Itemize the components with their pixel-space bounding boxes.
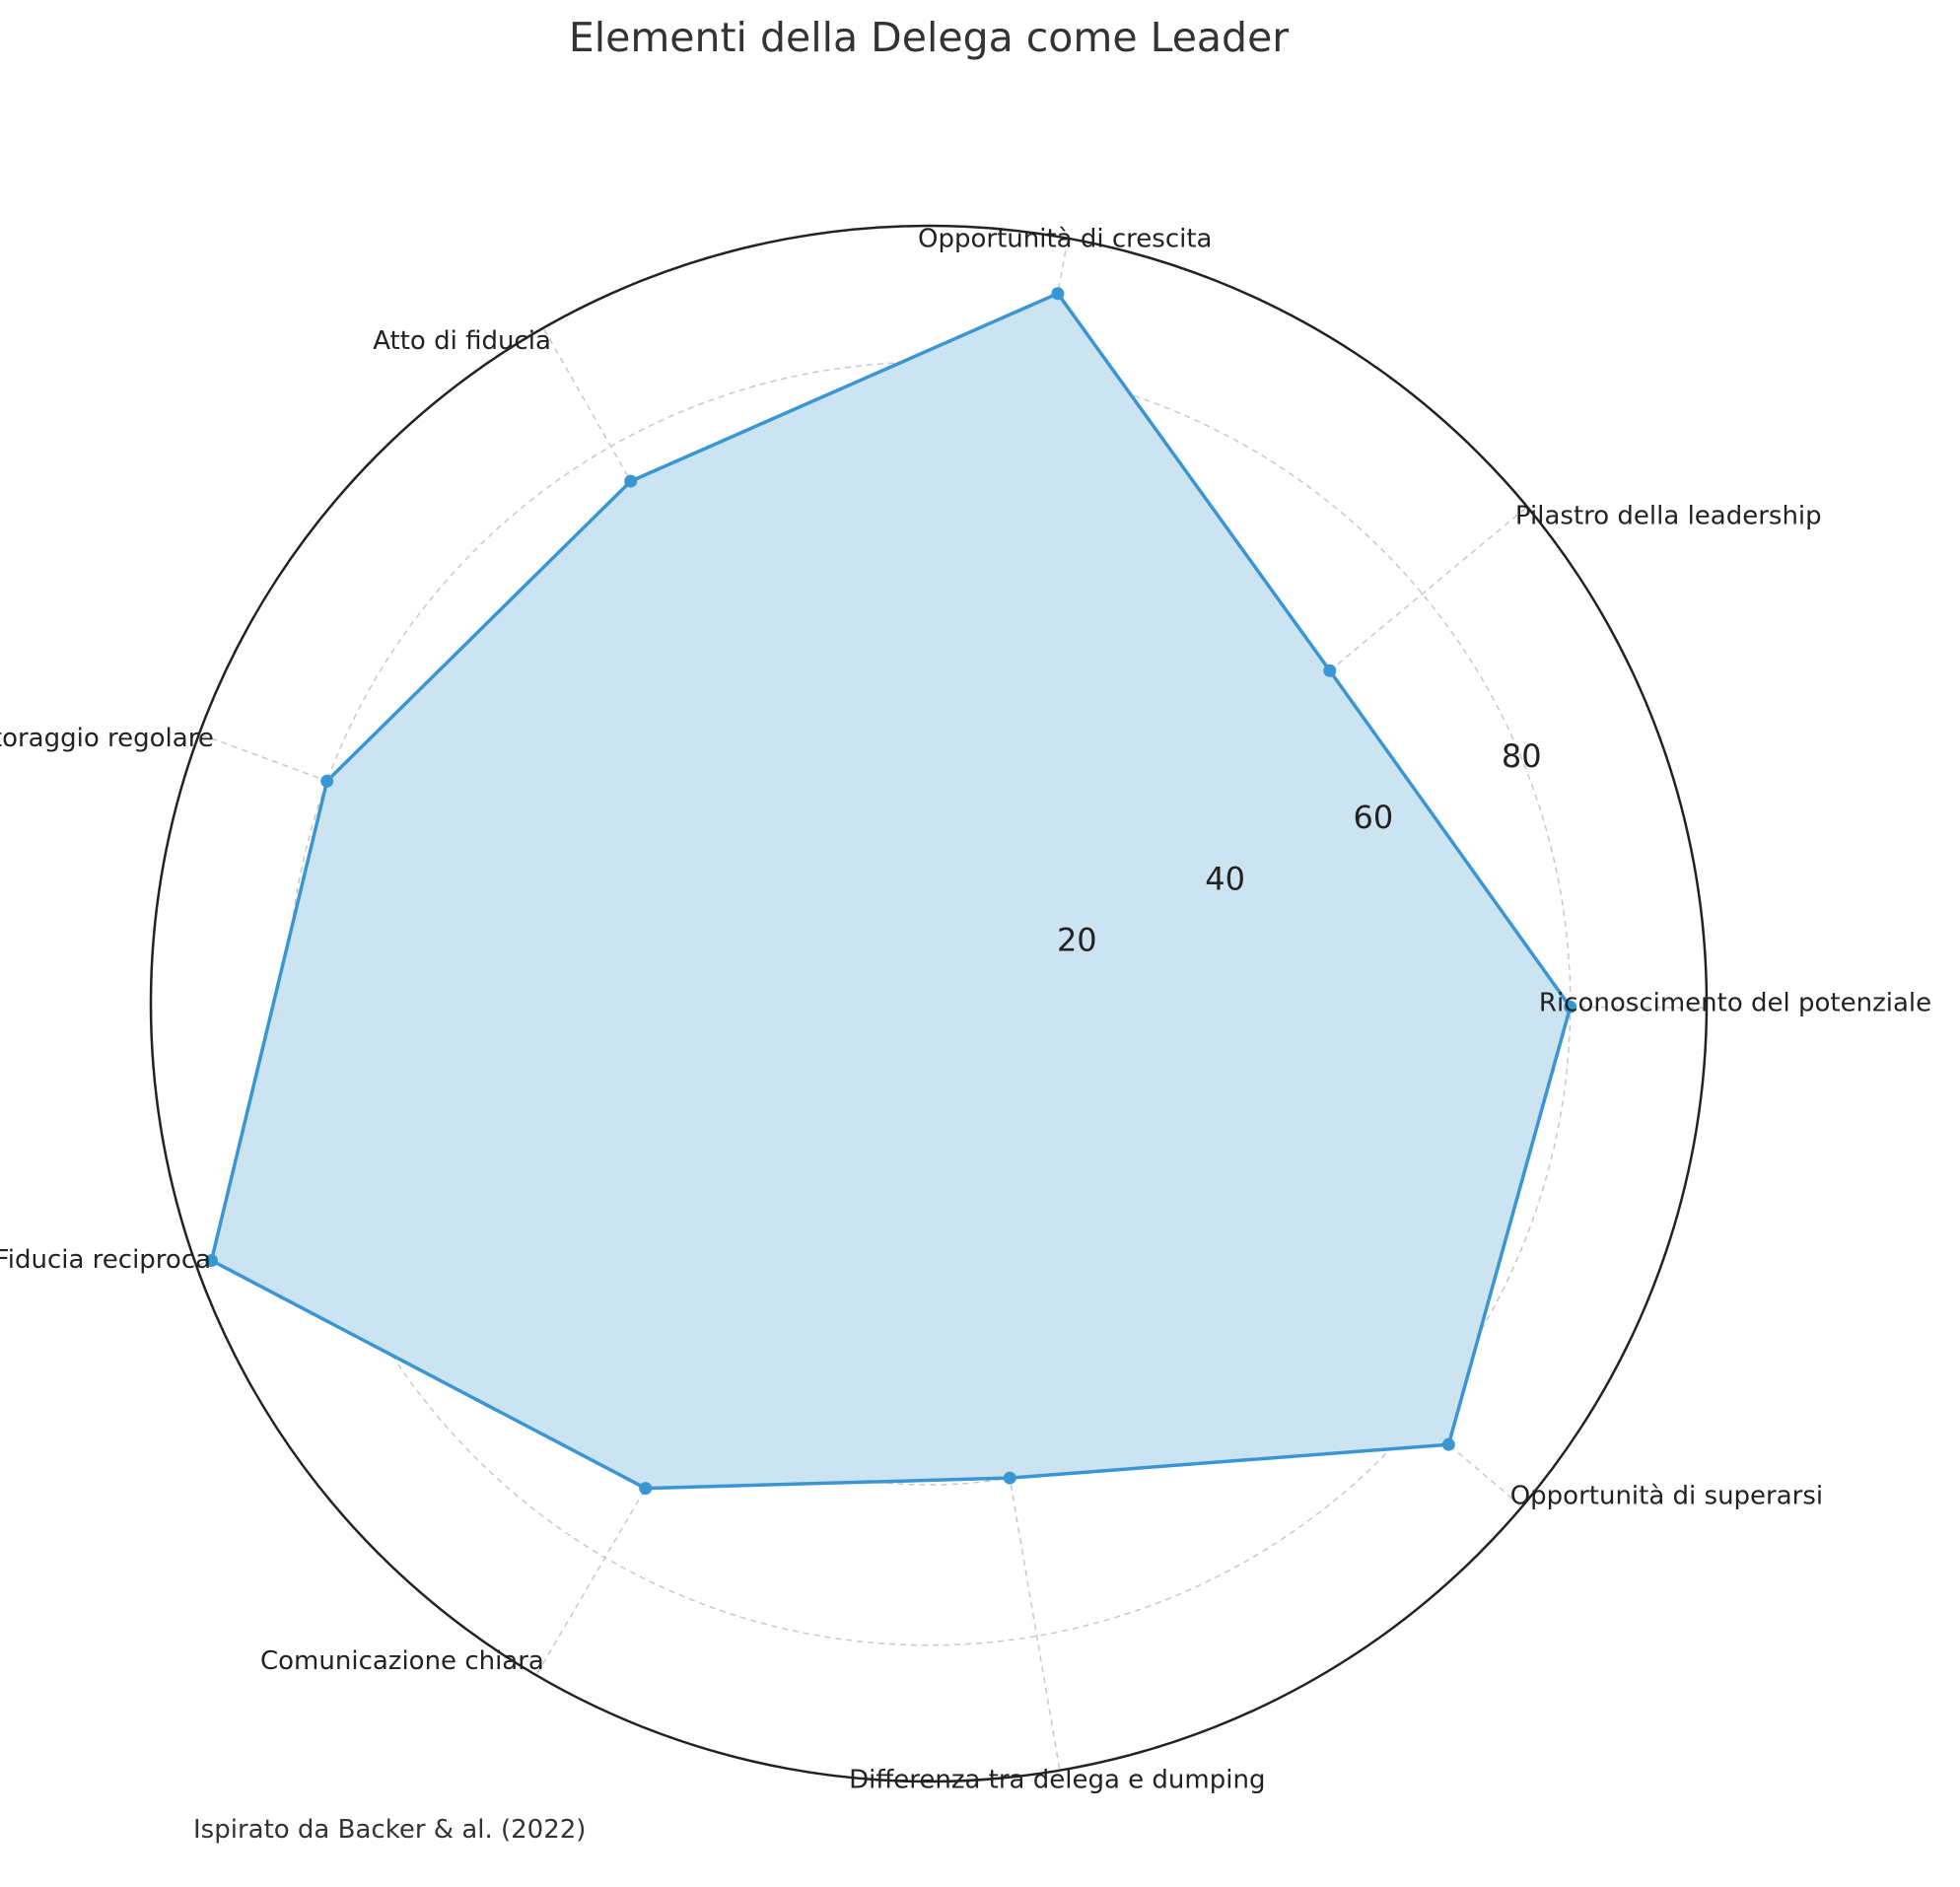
data-point-1 bbox=[1323, 664, 1337, 677]
series-line-0 bbox=[209, 291, 1573, 1491]
r-tick-label-80: 80 bbox=[1502, 737, 1542, 775]
category-label-1: Pilastro della leadership bbox=[1515, 502, 1822, 531]
r-tick-label-20: 20 bbox=[1057, 922, 1097, 959]
r-tick-label-60: 60 bbox=[1354, 799, 1394, 836]
outer-frame bbox=[149, 224, 1709, 1783]
data-point-5 bbox=[204, 1253, 218, 1267]
category-label-2: Opportunità di crescita bbox=[918, 225, 1212, 254]
category-label-7: Differenza tra delega e dumping bbox=[849, 1766, 1265, 1795]
data-point-6 bbox=[639, 1482, 653, 1496]
data-point-7 bbox=[1003, 1471, 1016, 1485]
category-label-0: Riconoscimento del potenziale bbox=[1539, 989, 1931, 1018]
category-label-6: Comunicazione chiara bbox=[260, 1646, 544, 1676]
data-point-2 bbox=[1051, 287, 1065, 301]
data-point-0 bbox=[1564, 1000, 1577, 1013]
data-layer bbox=[204, 287, 1577, 1496]
data-point-8 bbox=[1441, 1437, 1455, 1451]
category-label-4: Monitoraggio regolare bbox=[0, 724, 214, 753]
category-label-5: Fiducia reciproca bbox=[0, 1245, 211, 1275]
category-label-3: Atto di fiducia bbox=[373, 326, 551, 356]
r-tick-label-40: 40 bbox=[1205, 860, 1245, 897]
chart-title: Elementi della Delega come Leader bbox=[569, 14, 1289, 61]
data-point-3 bbox=[624, 474, 638, 488]
label-layer: 20 40 60 80 Riconoscimento del potenziale Pil… bbox=[0, 225, 1931, 1795]
category-label-8: Opportunità di superarsi bbox=[1510, 1482, 1823, 1511]
footnote: Ispirato da Backer & al. (2022) bbox=[193, 1815, 586, 1845]
data-point-4 bbox=[320, 774, 334, 788]
series-area-0 bbox=[211, 293, 1571, 1489]
